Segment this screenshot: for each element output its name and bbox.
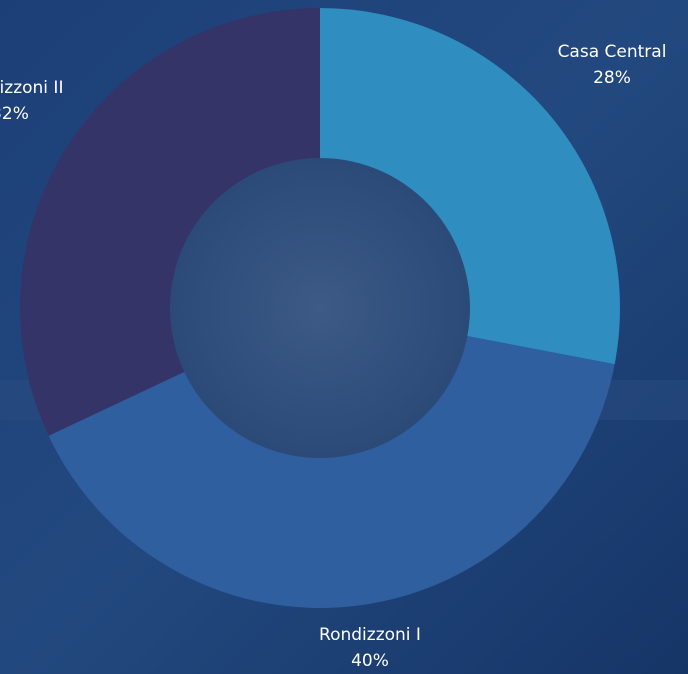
donut-slice <box>19 8 320 436</box>
donut-slice <box>48 336 615 608</box>
slice-value-label: 32% <box>0 104 29 124</box>
slice-label: Casa Central <box>558 42 667 62</box>
slice-value-label: 28% <box>593 68 631 88</box>
donut-hole <box>170 158 470 458</box>
slice-value-label: 40% <box>351 651 389 671</box>
slice-label: Rondizzoni I <box>319 625 421 645</box>
slice-label: Rondizzoni II <box>0 78 63 98</box>
donut-slice <box>320 8 621 365</box>
